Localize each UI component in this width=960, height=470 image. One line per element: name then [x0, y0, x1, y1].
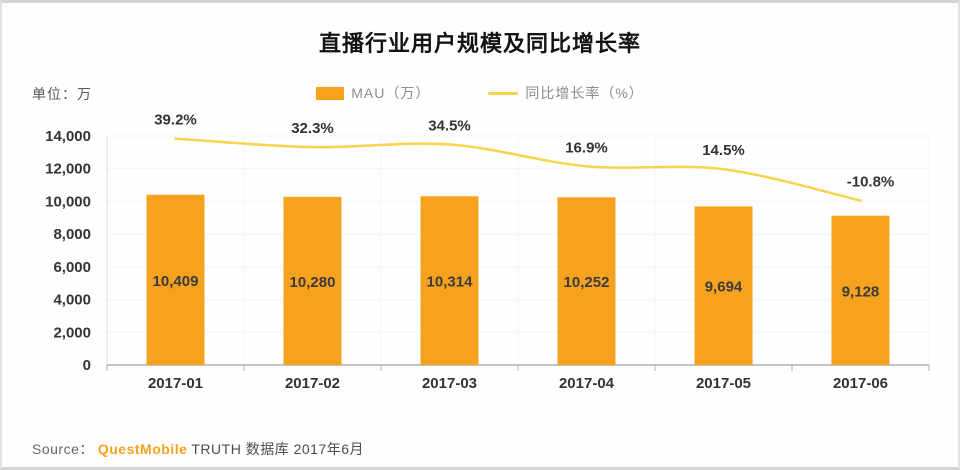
growth-point-label: 34.5% [428, 117, 471, 134]
y-tick-label: 6,000 [53, 259, 91, 276]
bar-value-label: 10,409 [153, 273, 199, 290]
y-axis-unit-label: 单位：万 [32, 86, 92, 102]
source-brand: QuestMobile [97, 441, 188, 457]
chart-title: 直播行业用户规模及同比增长率 [318, 31, 641, 56]
y-tick-label: 0 [83, 357, 91, 374]
legend-item-mau: MAU（万） [316, 83, 430, 103]
growth-point-label: 39.2% [154, 112, 197, 129]
bar-2017-04 [557, 197, 616, 365]
growth-line [174, 137, 862, 202]
x-tick-label: 2017-02 [285, 375, 340, 392]
source-line: Source： QuestMobile TRUTH 数据库 2017年6月 [32, 439, 364, 459]
y-tick-label: 4,000 [53, 292, 91, 309]
bar-value-label: 9,694 [705, 279, 743, 296]
legend-label-growth: 同比增长率（%） [525, 85, 644, 101]
bar-swatch-icon [316, 86, 345, 100]
x-tick-label: 2017-03 [422, 375, 477, 392]
source-suffix: TRUTH 数据库 2017年6月 [191, 441, 365, 457]
legend-item-growth: 同比增长率（%） [488, 83, 643, 103]
bar-value-label: 10,314 [427, 274, 474, 291]
x-tick-label: 2017-05 [696, 375, 751, 392]
legend: MAU（万） 同比增长率（%） [2, 83, 958, 103]
bar-value-label: 9,128 [842, 283, 880, 300]
chart-canvas: 0 2,000 4,000 6,000 8,000 10,000 12,000 14,000 1… [45, 112, 930, 392]
bar-2017-02 [283, 196, 342, 365]
growth-point-label: 14.5% [702, 142, 745, 159]
y-tick-label: 8,000 [53, 226, 91, 243]
bar-value-label: 10,252 [564, 274, 610, 291]
growth-point-label: 16.9% [565, 139, 608, 156]
bar-value-label: 10,280 [290, 274, 336, 291]
bar-2017-06 [831, 215, 890, 365]
y-tick-label: 12,000 [45, 161, 91, 178]
bar-2017-03 [420, 196, 479, 365]
x-tick-label: 2017-06 [833, 375, 888, 392]
y-tick-label: 10,000 [45, 193, 91, 210]
bar-2017-01 [146, 194, 205, 365]
x-tick-label: 2017-01 [148, 375, 203, 392]
growth-point-label: 32.3% [291, 120, 334, 137]
source-prefix: Source： [32, 441, 94, 457]
y-tick-label: 14,000 [45, 128, 91, 145]
growth-point-label: -10.8% [847, 174, 895, 191]
line-swatch-icon [488, 91, 519, 95]
y-tick-label: 2,000 [53, 324, 91, 341]
bar-2017-05 [694, 206, 753, 365]
x-tick-label: 2017-04 [559, 375, 615, 392]
legend-label-mau: MAU（万） [351, 85, 431, 101]
